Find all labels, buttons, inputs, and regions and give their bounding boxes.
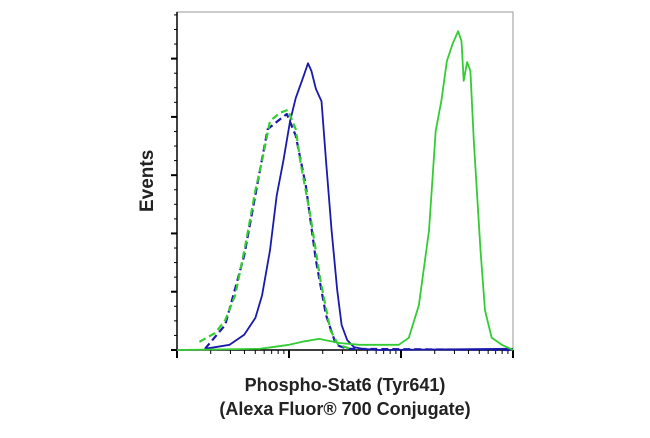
axes [171, 12, 514, 358]
x-axis-label: Phospho-Stat6 (Tyr641) (Alexa Fluor® 700… [160, 373, 530, 421]
series-line-3 [198, 108, 351, 350]
x-axis-label-line2: (Alexa Fluor® 700 Conjugate) [219, 399, 471, 419]
series-group [176, 30, 514, 352]
series-line-2 [204, 112, 514, 352]
series-line-4 [176, 30, 514, 351]
y-axis-label: Events [137, 149, 158, 212]
series-line-1 [204, 62, 514, 351]
x-axis-label-line1: Phospho-Stat6 (Tyr641) [244, 375, 446, 395]
